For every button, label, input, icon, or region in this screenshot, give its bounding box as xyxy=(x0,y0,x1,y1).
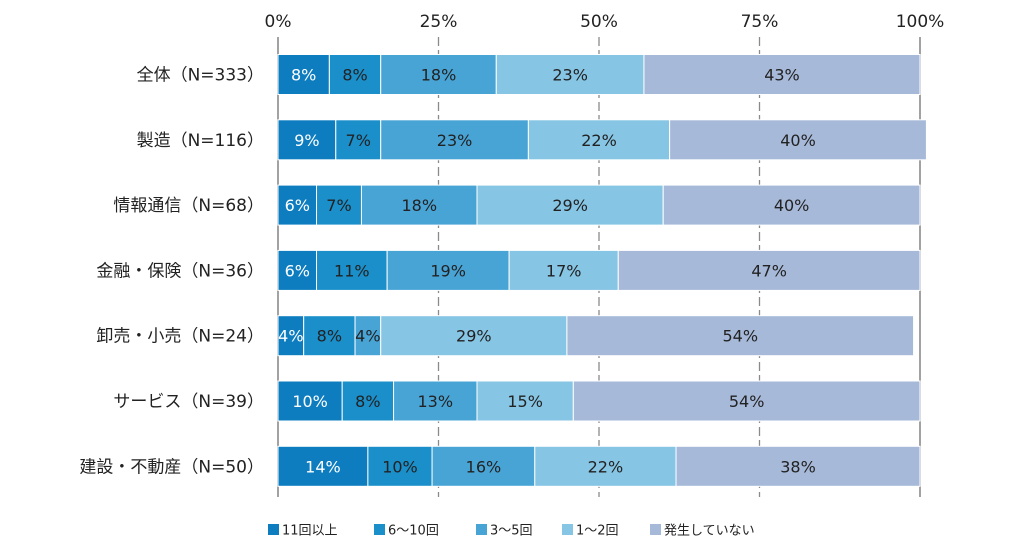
category-label: 建設・不動産（N=50） xyxy=(79,457,264,477)
legend-swatch xyxy=(562,524,573,535)
bar-data-label: 9% xyxy=(294,131,319,150)
bar-data-label: 13% xyxy=(418,392,454,411)
bar-data-label: 54% xyxy=(722,327,758,346)
category-label: 卸売・小売（N=24） xyxy=(96,327,264,347)
x-tick-label: 50% xyxy=(580,12,618,32)
bar-data-label: 4% xyxy=(278,327,303,346)
bar-segment xyxy=(277,119,337,161)
bar-data-label: 54% xyxy=(729,392,765,411)
category-label: 製造（N=116） xyxy=(137,131,264,151)
legend-label: 6～10回 xyxy=(388,524,439,539)
bar-segment xyxy=(277,445,369,487)
bar-data-label: 47% xyxy=(751,261,787,280)
legend-label: 11回以上 xyxy=(282,524,338,539)
bar-data-label: 8% xyxy=(355,392,380,411)
bar-segment xyxy=(527,119,671,161)
bar-data-label: 23% xyxy=(552,66,588,85)
legend-label: 1～2回 xyxy=(576,524,619,539)
bar-data-label: 15% xyxy=(507,392,543,411)
bar-segment xyxy=(367,445,433,487)
legend-swatch xyxy=(268,524,279,535)
category-labels: 全体（N=333） 製造（N=116） 情報通信（N=68） 金融・保険（N=36） 卸… xyxy=(79,66,264,478)
bar-data-label: 22% xyxy=(581,131,617,150)
x-tick-label: 75% xyxy=(741,12,779,32)
bar-data-label: 29% xyxy=(456,327,492,346)
bar-segment xyxy=(386,249,510,291)
category-label: 全体（N=333） xyxy=(137,66,264,86)
bar-data-label: 10% xyxy=(382,457,418,476)
legend-swatch xyxy=(650,524,661,535)
bar-segment xyxy=(303,315,356,357)
bar-segment xyxy=(495,54,645,95)
bar-data-label: 38% xyxy=(780,457,816,476)
bar-data-label: 23% xyxy=(437,131,473,150)
bar-segment xyxy=(572,380,921,422)
bar-segment xyxy=(508,249,619,291)
bar-data-label: 22% xyxy=(588,457,624,476)
bar-segment xyxy=(643,54,921,95)
bar-data-label: 8% xyxy=(291,66,316,85)
bar-segment xyxy=(675,445,921,487)
category-label: サービス（N=39） xyxy=(113,392,264,412)
bar-data-label: 43% xyxy=(764,66,800,85)
bar-segment xyxy=(277,184,318,226)
bar-data-label: 16% xyxy=(466,457,502,476)
legend: 11回以上 6～10回 3～5回 1～2回 発生していない xyxy=(268,524,755,539)
category-label: 情報通信（N=68） xyxy=(113,196,264,216)
bar-data-label: 29% xyxy=(552,196,588,215)
x-tick-label: 100% xyxy=(896,12,945,32)
bar-segment xyxy=(360,184,478,226)
bar-data-label: 8% xyxy=(342,66,367,85)
bar-data-label: 17% xyxy=(546,261,582,280)
bar-segment xyxy=(328,54,382,95)
category-label: 金融・保険（N=36） xyxy=(96,261,264,281)
bar-segment xyxy=(277,54,330,95)
bar-data-label: 11% xyxy=(334,261,370,280)
bar-data-label: 18% xyxy=(401,196,437,215)
legend-label: 発生していない xyxy=(664,524,755,539)
bar-segment xyxy=(476,380,574,422)
bar-data-label: 18% xyxy=(421,66,457,85)
bar-data-label: 40% xyxy=(774,196,810,215)
bar-segment xyxy=(277,315,305,357)
x-axis-ticks: 0% 25% 50% 75% 100% xyxy=(265,12,945,32)
bar-data-label: 40% xyxy=(780,131,816,150)
bar-segment xyxy=(566,315,915,357)
bar-data-label: 7% xyxy=(346,131,371,150)
bar-segment xyxy=(277,380,343,422)
bar-data-label: 8% xyxy=(317,327,342,346)
legend-swatch xyxy=(374,524,385,535)
bar-segment xyxy=(316,184,362,226)
bar-data-label: 10% xyxy=(292,392,328,411)
x-tick-label: 0% xyxy=(265,12,292,32)
legend-swatch xyxy=(476,524,487,535)
bar-segment xyxy=(380,54,497,95)
bar-data-label: 7% xyxy=(326,196,351,215)
bar-segment xyxy=(380,315,568,357)
bar-data-label: 6% xyxy=(285,261,310,280)
bar-segment xyxy=(662,184,921,226)
bar-segment xyxy=(341,380,395,422)
bar-segment xyxy=(617,249,921,291)
bar-data-label: 19% xyxy=(430,261,466,280)
bar-segment xyxy=(393,380,478,422)
bar-data-label: 14% xyxy=(305,457,341,476)
bars: 8% 8% 18% 23% 43% 9% 7% 23% 22% 40% 6% 7% 18% 29% 40% 6… xyxy=(277,54,927,487)
bar-segment xyxy=(669,119,927,161)
bar-data-label: 4% xyxy=(355,327,380,346)
bar-segment xyxy=(476,184,664,226)
bar-data-label: 6% xyxy=(285,196,310,215)
x-tick-label: 25% xyxy=(420,12,458,32)
bar-segment xyxy=(534,445,677,487)
legend-label: 3～5回 xyxy=(490,524,533,539)
